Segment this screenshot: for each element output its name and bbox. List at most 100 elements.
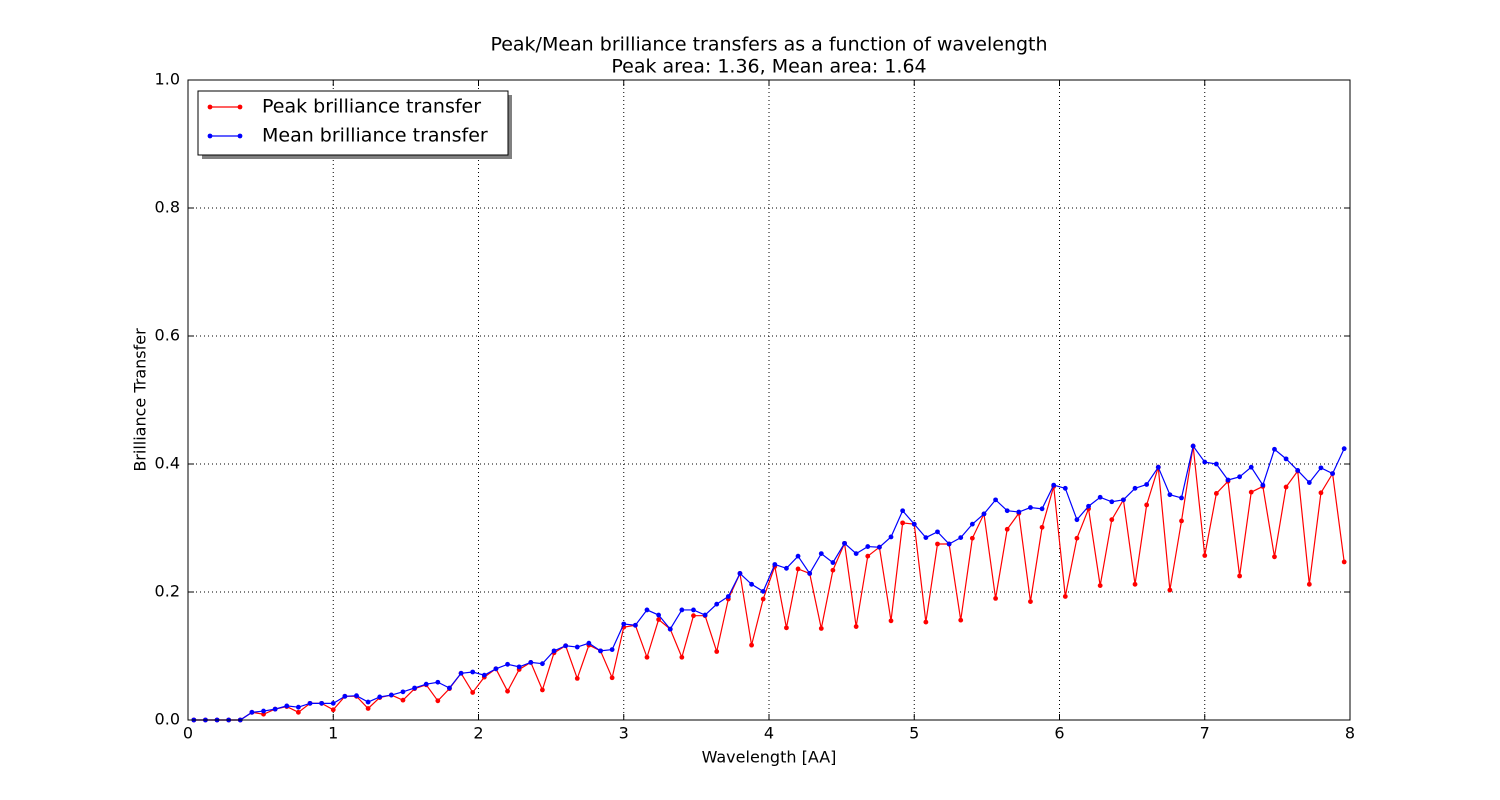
- data-point: [365, 706, 371, 711]
- data-point: [458, 670, 464, 676]
- data-point: [1144, 482, 1150, 487]
- data-point: [1144, 502, 1150, 508]
- y-tick-label: 1.0: [155, 70, 180, 89]
- data-point: [714, 601, 720, 607]
- data-point: [295, 704, 301, 710]
- data-point: [1318, 490, 1324, 496]
- data-point: [1074, 517, 1080, 523]
- data-point: [505, 661, 510, 667]
- data-point: [1202, 459, 1208, 465]
- x-tick-label: 3: [619, 724, 629, 743]
- series-line: [193, 444, 1345, 721]
- data-point: [1097, 494, 1103, 500]
- data-point: [354, 693, 359, 699]
- data-point: [574, 644, 580, 650]
- legend-marker: [237, 104, 243, 110]
- legend-label: Mean brilliance transfer: [262, 125, 488, 147]
- data-point: [958, 617, 964, 623]
- data-point: [702, 612, 708, 618]
- data-point: [1097, 583, 1103, 588]
- data-point: [470, 669, 476, 675]
- data-point: [1167, 587, 1173, 593]
- data-point: [307, 700, 313, 706]
- data-point: [1306, 581, 1312, 587]
- data-point: [900, 520, 906, 526]
- data-point: [1016, 509, 1022, 515]
- y-tick-label: 0.6: [155, 326, 180, 345]
- y-tick-label: 0.4: [155, 454, 180, 473]
- x-tick-label: 8: [1345, 724, 1355, 743]
- data-point: [818, 626, 824, 631]
- data-point: [249, 709, 255, 715]
- legend-label: Peak brilliance transfer: [262, 96, 481, 118]
- data-point: [1318, 465, 1324, 471]
- data-point: [261, 708, 266, 714]
- data-point: [493, 666, 499, 672]
- data-point: [1155, 464, 1161, 470]
- legend-marker: [207, 104, 213, 110]
- data-point: [911, 521, 917, 527]
- data-point: [830, 560, 836, 565]
- data-point: [1341, 559, 1347, 565]
- data-point: [632, 622, 638, 628]
- data-point: [644, 654, 650, 660]
- data-point: [365, 699, 371, 705]
- data-point: [1004, 526, 1010, 532]
- data-point: [1109, 499, 1115, 505]
- data-point: [784, 625, 789, 631]
- chart-subtitle: Peak area: 1.36, Mean area: 1.64: [611, 56, 926, 78]
- data-point: [935, 529, 940, 535]
- data-point: [784, 565, 789, 571]
- data-point: [540, 687, 545, 693]
- data-point: [1237, 573, 1243, 579]
- data-point: [818, 551, 824, 556]
- data-point: [1074, 535, 1080, 541]
- data-point: [1086, 503, 1091, 509]
- data-point: [516, 664, 522, 670]
- data-point: [644, 607, 650, 613]
- data-point: [842, 540, 847, 546]
- data-point: [1167, 492, 1173, 498]
- data-point: [586, 640, 592, 646]
- data-point: [400, 697, 406, 703]
- data-point: [447, 685, 452, 691]
- data-point: [865, 553, 871, 559]
- y-tick-label: 0.8: [155, 198, 180, 217]
- legend-marker: [207, 133, 213, 139]
- data-point: [714, 649, 720, 654]
- data-point: [563, 643, 569, 649]
- data-point: [272, 706, 278, 712]
- data-point: [377, 694, 383, 700]
- data-point: [1202, 553, 1208, 558]
- data-point: [656, 612, 662, 618]
- data-point: [1248, 464, 1254, 470]
- data-point: [1213, 491, 1219, 496]
- data-point: [923, 535, 929, 540]
- data-point: [760, 596, 766, 602]
- data-point: [853, 624, 859, 629]
- x-tick-label: 4: [764, 724, 774, 743]
- data-point: [888, 534, 894, 540]
- data-point: [1109, 517, 1115, 523]
- data-point: [993, 497, 998, 503]
- y-tick-label: 0.2: [155, 582, 180, 601]
- data-point: [807, 571, 813, 576]
- data-point: [1132, 485, 1138, 491]
- data-point: [691, 607, 696, 613]
- data-point: [725, 594, 731, 599]
- data-point: [540, 661, 545, 667]
- data-point: [1283, 456, 1289, 462]
- data-point: [470, 690, 476, 695]
- data-point: [388, 692, 394, 698]
- data-point: [342, 693, 348, 699]
- data-point: [551, 648, 557, 654]
- data-point: [1295, 468, 1301, 473]
- data-point: [1272, 554, 1277, 560]
- data-point: [1004, 508, 1010, 514]
- data-point: [691, 613, 696, 619]
- data-point: [1051, 482, 1057, 488]
- data-point: [1213, 461, 1219, 467]
- y-tick-label: 0.0: [155, 710, 180, 729]
- x-tick-label: 7: [1200, 724, 1210, 743]
